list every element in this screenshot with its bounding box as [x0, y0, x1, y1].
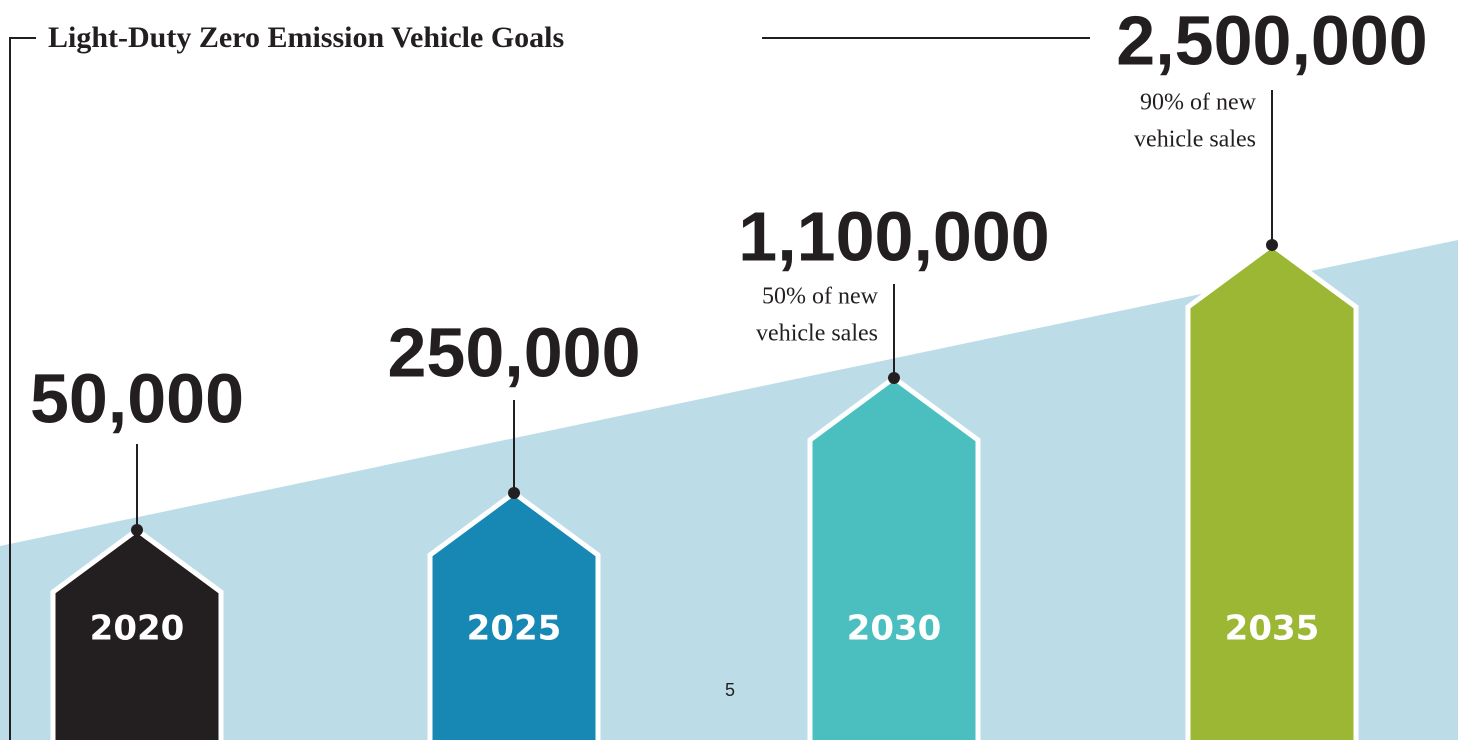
goal-year: 2025 — [467, 609, 562, 649]
goal-columns: 2020 50,000 2025 250,000 2030 1,100,000 50% of… — [30, 1, 1428, 740]
goal-value: 250,000 — [387, 313, 640, 391]
leader-dot — [131, 524, 143, 536]
goal-note: vehicle sales — [1134, 127, 1256, 153]
bracket-left — [9, 37, 36, 740]
goal: 2020 50,000 — [30, 359, 244, 740]
page-number: 5 — [725, 680, 735, 700]
goal-year: 2030 — [847, 609, 942, 649]
goal: 2035 2,500,000 90% of new vehicle sales — [1116, 1, 1428, 740]
leader-dot — [1266, 239, 1278, 251]
goal: 2025 250,000 — [387, 313, 641, 740]
leader-dot — [508, 487, 520, 499]
goal-note: 50% of new — [762, 284, 879, 310]
goal-year: 2035 — [1225, 609, 1320, 649]
title: Light-Duty Zero Emission Vehicle Goals — [48, 21, 564, 54]
goal-year: 2020 — [90, 609, 185, 649]
goal-value: 2,500,000 — [1116, 1, 1427, 79]
goal-column — [1185, 241, 1359, 740]
goal-note: 90% of new — [1140, 90, 1257, 116]
leader-dot — [888, 372, 900, 384]
goal-value: 50,000 — [30, 359, 244, 437]
growth-area — [0, 240, 1458, 740]
goal-column — [427, 489, 601, 740]
goal-note: vehicle sales — [756, 321, 878, 347]
goal-column — [50, 526, 224, 740]
goal: 2030 1,100,000 50% of new vehicle sales — [738, 197, 1050, 740]
goal-column — [807, 374, 981, 740]
title-bracket — [9, 37, 1090, 740]
goal-value: 1,100,000 — [738, 197, 1049, 275]
